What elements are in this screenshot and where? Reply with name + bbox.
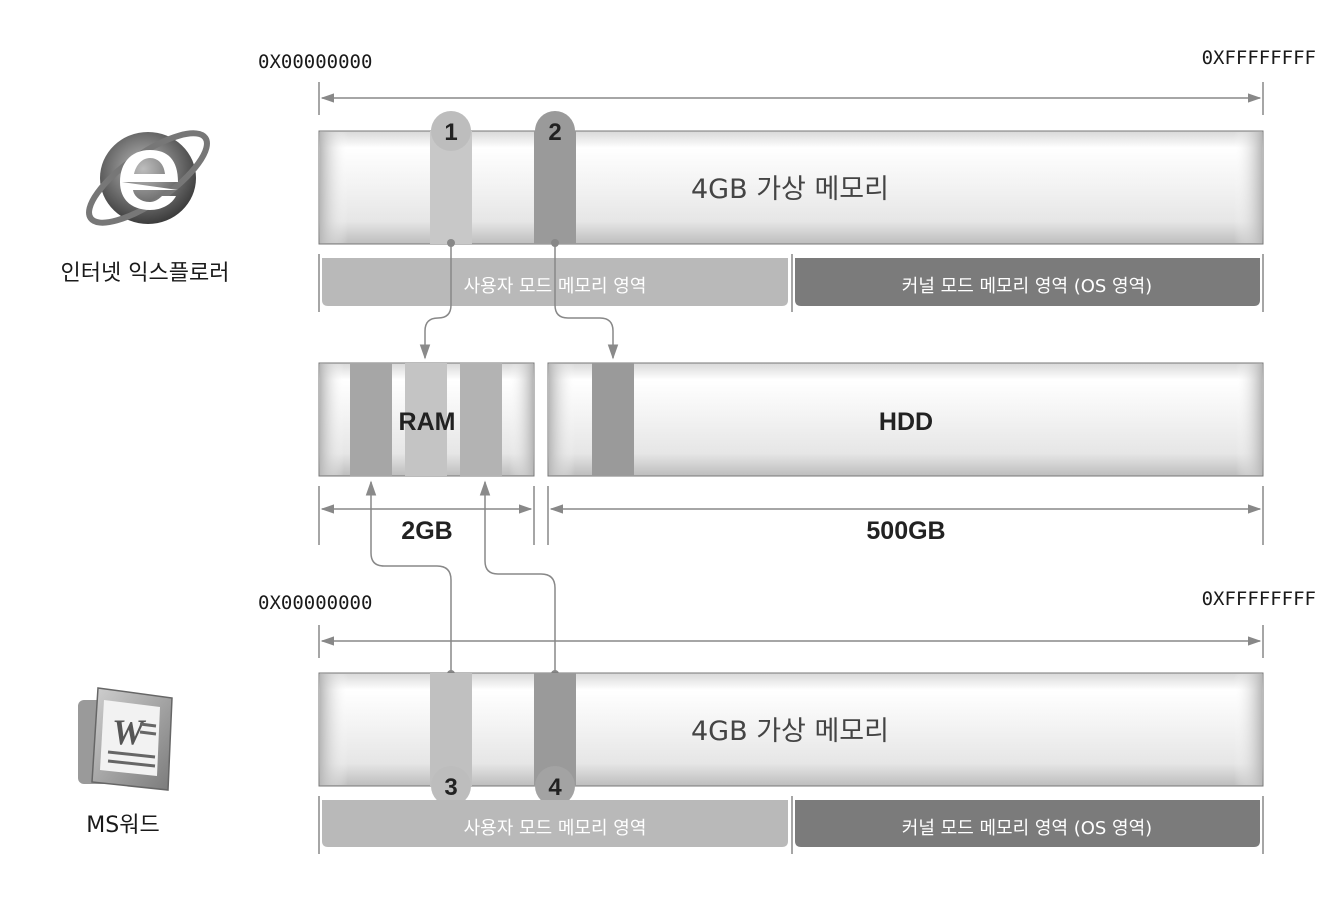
top-address-end: 0XFFFFFFFF bbox=[1202, 47, 1316, 69]
bottom-kernel-region-label: 커널 모드 메모리 영역 (OS 영역) bbox=[902, 818, 1152, 839]
bottom-virtual-memory-bar bbox=[318, 672, 1264, 787]
badge-2: 2 bbox=[535, 111, 575, 151]
ie-app-label: 인터넷 익스플로러 bbox=[61, 261, 230, 286]
connector-2-to-hdd bbox=[551, 239, 619, 360]
bottom-user-region-bar bbox=[322, 800, 788, 847]
ie-app-icon bbox=[86, 130, 210, 226]
hdd-bar bbox=[547, 362, 1264, 477]
ram-page-c bbox=[460, 363, 502, 476]
word-app-label: MS워드 bbox=[86, 813, 159, 838]
hdd-size-label: 500GB bbox=[866, 517, 945, 545]
hdd-label: HDD bbox=[879, 408, 933, 436]
bottom-user-region-label: 사용자 모드 메모리 영역 bbox=[464, 818, 647, 839]
bottom-memory-label: 4GB 가상 메모리 bbox=[691, 716, 889, 747]
top-kernel-region-label: 커널 모드 메모리 영역 (OS 영역) bbox=[902, 276, 1152, 297]
badge-4: 4 bbox=[535, 766, 575, 806]
svg-text:1: 1 bbox=[444, 119, 457, 146]
top-memory-label: 4GB 가상 메모리 bbox=[691, 174, 889, 205]
top-address-start: 0X00000000 bbox=[258, 51, 372, 73]
word-app-icon: W bbox=[78, 687, 173, 791]
top-virtual-memory-bar bbox=[318, 130, 1264, 245]
svg-text:2: 2 bbox=[548, 119, 561, 146]
top-kernel-region-bar bbox=[795, 258, 1260, 306]
ram-size-label: 2GB bbox=[401, 517, 452, 545]
connector-3-to-ram bbox=[365, 480, 455, 678]
svg-text:4: 4 bbox=[548, 774, 562, 801]
ram-page-a bbox=[350, 363, 392, 476]
badge-1: 1 bbox=[431, 111, 471, 151]
badge-3: 3 bbox=[431, 766, 471, 806]
bottom-address-end: 0XFFFFFFFF bbox=[1202, 588, 1316, 610]
ram-page-b bbox=[405, 363, 447, 476]
connector-1-to-ram bbox=[419, 239, 455, 360]
svg-text:3: 3 bbox=[444, 774, 457, 801]
ram-label: RAM bbox=[399, 408, 456, 436]
bottom-address-start: 0X00000000 bbox=[258, 592, 372, 614]
hdd-page bbox=[592, 363, 634, 476]
bottom-kernel-region-bar bbox=[795, 800, 1260, 847]
